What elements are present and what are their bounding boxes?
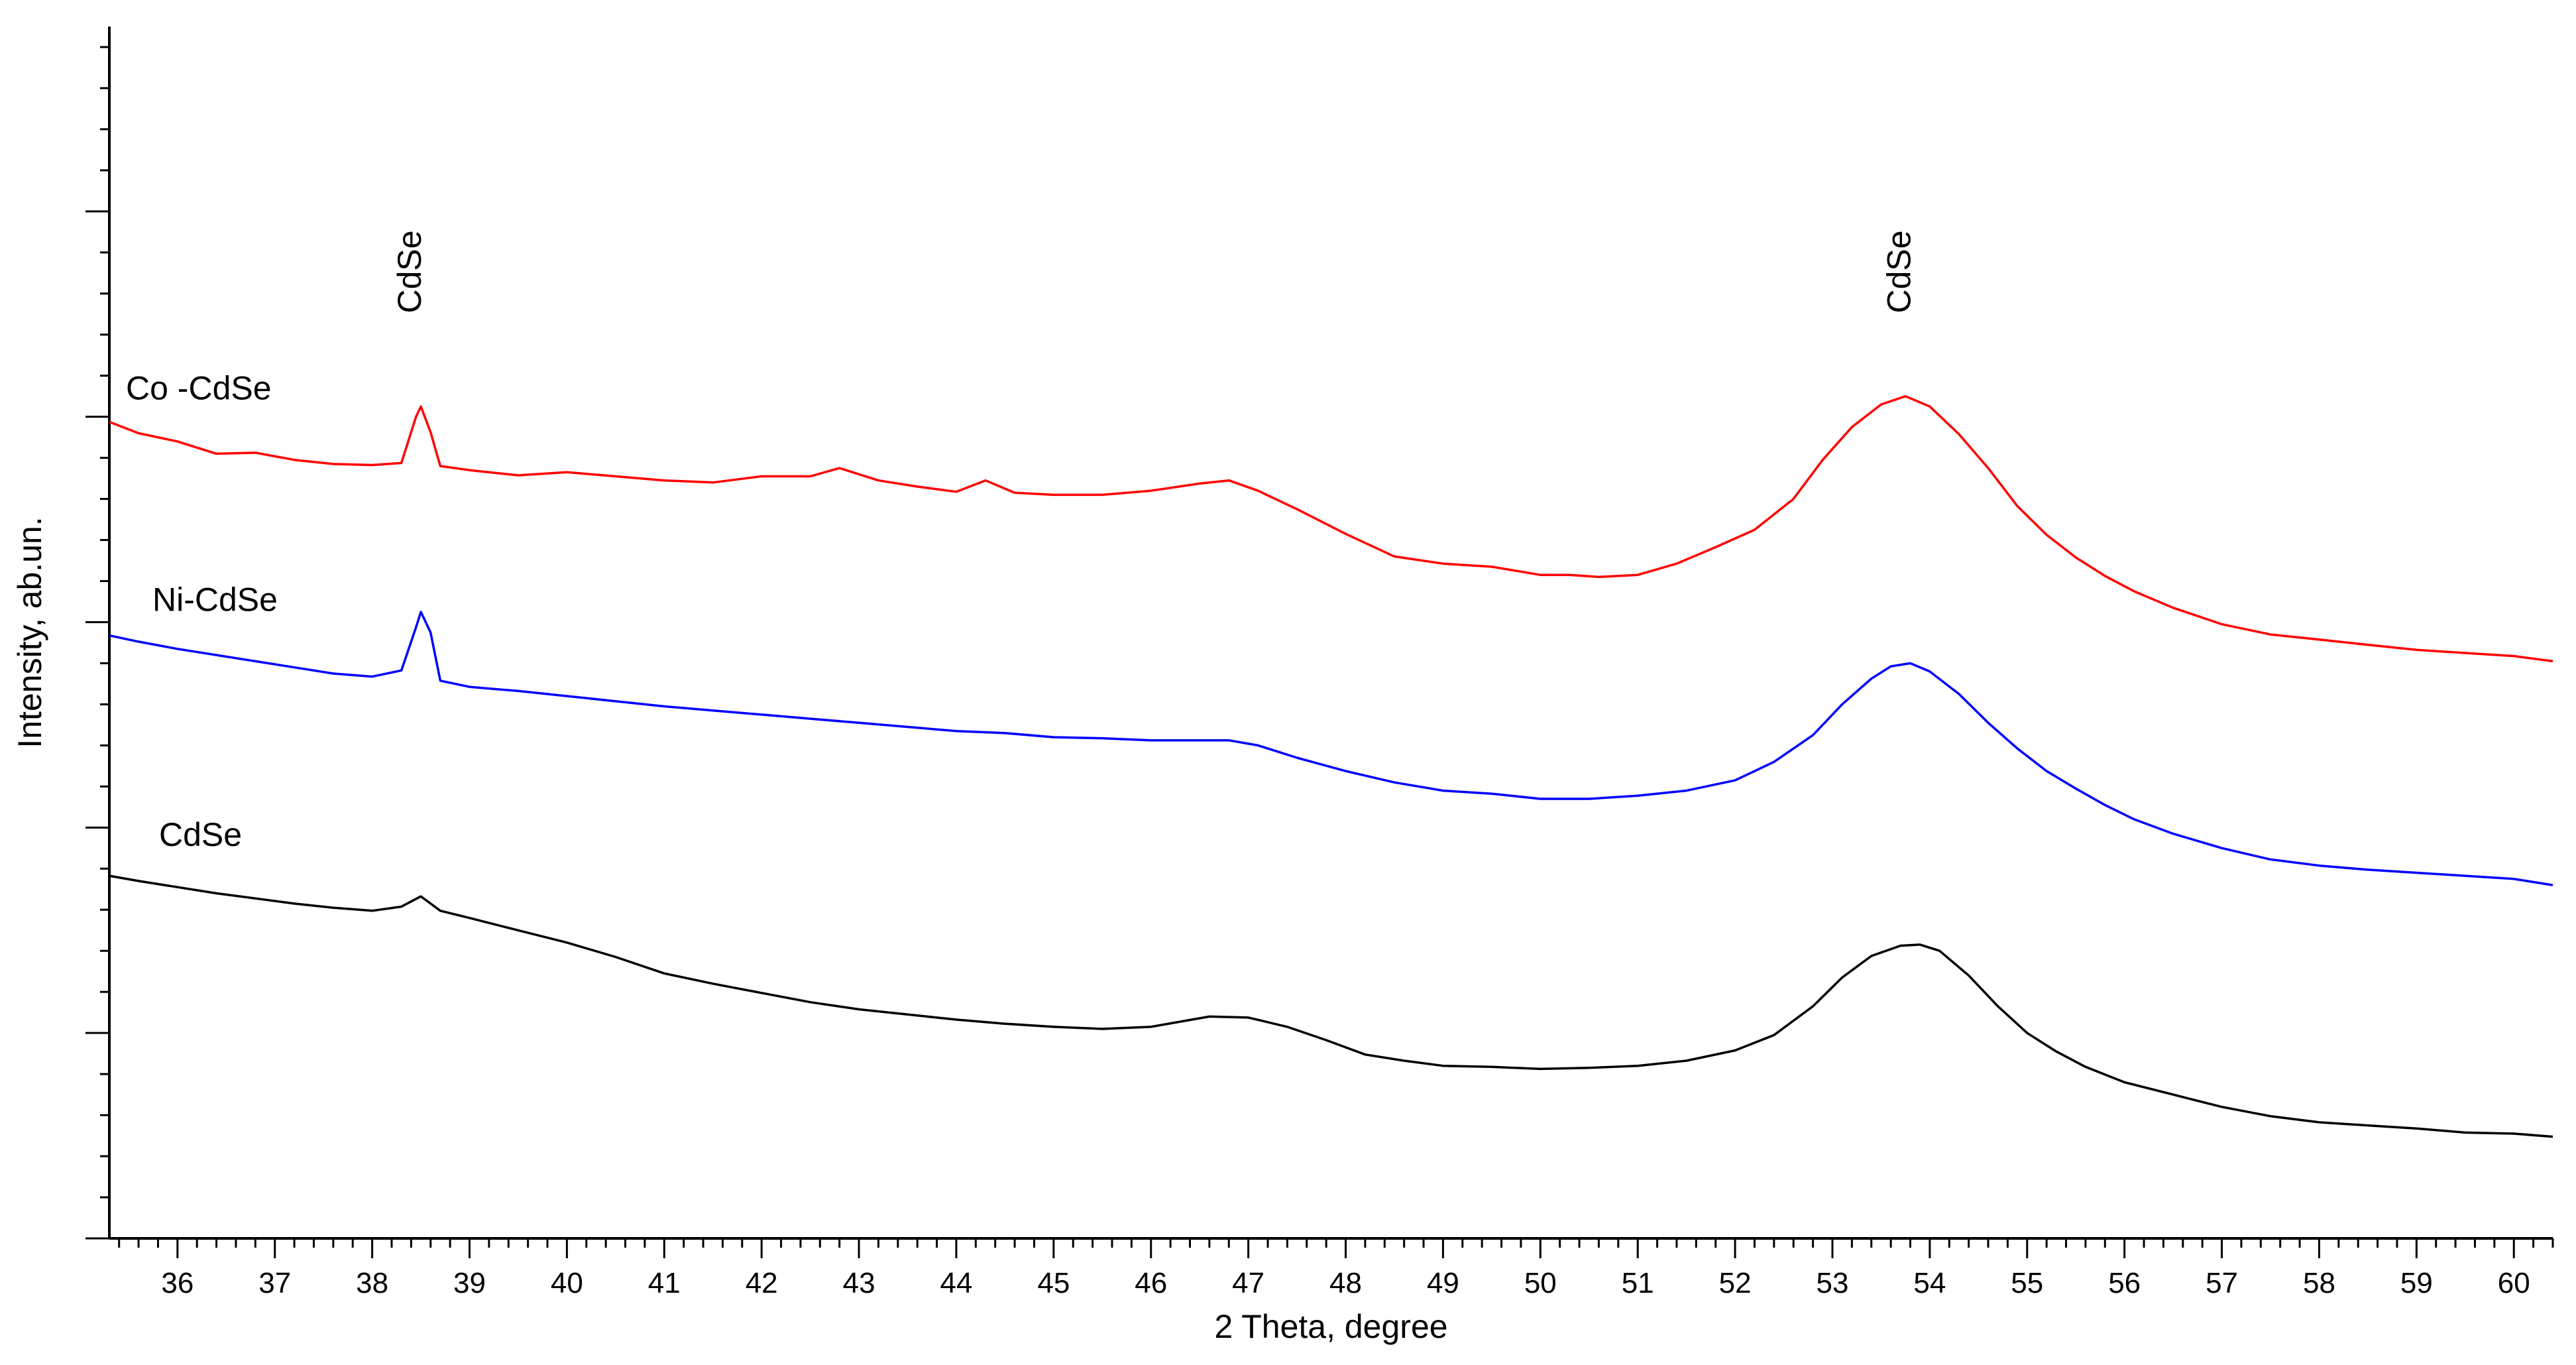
series-label-1: Ni-CdSe [152,581,278,619]
series-label-0: Co -CdSe [126,369,272,406]
series-label-2: CdSe [159,816,242,853]
y-axis-title: Intensity, ab.un. [11,516,48,748]
x-tick-label: 38 [356,1267,388,1299]
x-tick-label: 37 [258,1267,291,1299]
series-labels: Co -CdSe Ni-CdSe CdSe [126,369,278,853]
x-tick-label: 40 [551,1267,583,1299]
peak-annotations: CdSe CdSe [391,230,1917,313]
x-tick-label: 57 [2206,1267,2238,1299]
plot-area: 36 37 38 39 40 41 42 43 44 45 46 47 48 49 50 51 52 53 54 55… [85,27,2554,1299]
series-line-1 [109,611,2553,886]
x-tick-label: 58 [2303,1267,2335,1299]
x-tick-label: 36 [161,1267,194,1299]
y-axis-ticks [85,46,109,1240]
x-axis-title: 2 Theta, degree [1214,1308,1447,1345]
x-tick-label: 53 [1817,1267,1849,1299]
x-tick-label: 59 [2400,1267,2433,1299]
x-tick-label: 52 [1719,1267,1752,1299]
x-tick-label: 46 [1135,1267,1167,1299]
x-tick-label: 41 [648,1267,681,1299]
x-axis-ticks [118,1238,2554,1258]
peak-annotation-0: CdSe [391,230,428,313]
x-tick-label: 44 [940,1267,972,1299]
series-lines [109,394,2553,1138]
x-tick-label: 39 [453,1267,486,1299]
x-tick-label: 50 [1524,1267,1557,1299]
x-tick-label: 47 [1232,1267,1264,1299]
x-axis-tick-labels: 36 37 38 39 40 41 42 43 44 45 46 47 48 49 50 51 52 53 54 55… [161,1267,2530,1299]
series-line-0 [109,394,2553,663]
x-tick-label: 49 [1427,1267,1459,1299]
x-tick-label: 51 [1622,1267,1654,1299]
x-tick-label: 54 [1913,1267,1946,1299]
x-tick-label: 56 [2108,1267,2141,1299]
series-line-2 [109,874,2553,1138]
x-tick-label: 60 [2498,1267,2530,1299]
peak-annotation-1: CdSe [1881,230,1918,313]
x-tick-label: 42 [746,1267,778,1299]
x-tick-label: 48 [1329,1267,1362,1299]
x-tick-label: 45 [1037,1267,1070,1299]
x-tick-label: 55 [2011,1267,2043,1299]
x-tick-label: 43 [843,1267,875,1299]
